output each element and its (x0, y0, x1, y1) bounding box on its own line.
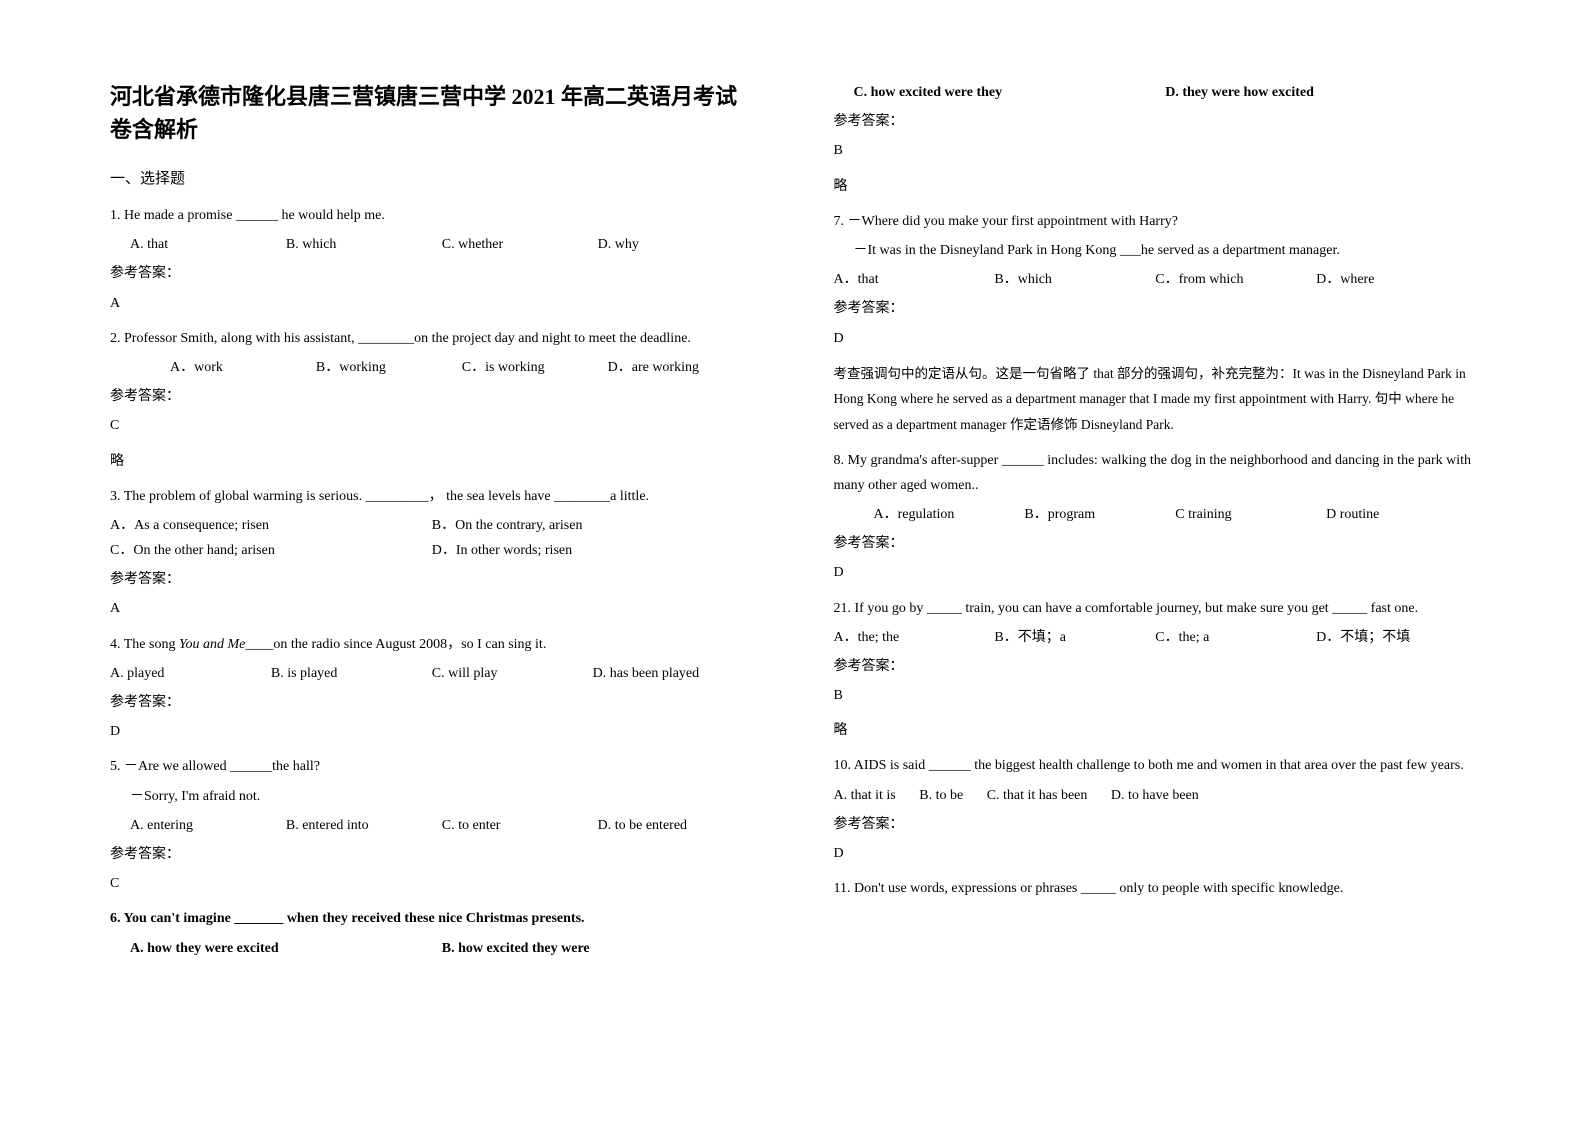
q8-answer: D (834, 560, 1478, 585)
q4-options: A. played B. is played C. will play D. h… (110, 661, 754, 686)
q1-options: A. that B. which C. whether D. why (130, 232, 754, 257)
q1-opt-b: B. which (286, 232, 442, 257)
q3-opt-a: A．As a consequence; risen (110, 513, 432, 538)
q9-opt-b: B．不填；a (994, 625, 1155, 650)
q2-answer: C (110, 413, 754, 438)
question-6: 6. You can't imagine _______ when they r… (110, 906, 754, 931)
question-7-line2: －It was in the Disneyland Park in Hong K… (854, 238, 1478, 263)
q9-opt-d: D．不填；不填 (1316, 625, 1477, 650)
q4-opt-b: B. is played (271, 661, 432, 686)
q4-post: ____on the radio since August 2008，so I … (245, 637, 546, 652)
q6-options-row2: C. how excited were they D. they were ho… (854, 80, 1478, 105)
q7-opt-d: D．where (1316, 267, 1477, 292)
q8-opt-a: A．regulation (874, 502, 1025, 527)
q6-opt-b: B. how excited they were (442, 936, 754, 961)
q2-note: 略 (110, 449, 754, 474)
q1-opt-d: D. why (598, 232, 754, 257)
answer-label: 参考答案： (834, 812, 1478, 837)
q1-opt-c: C. whether (442, 232, 598, 257)
exam-page: 河北省承德市隆化县唐三营镇唐三营中学 2021 年高二英语月考试卷含解析 一、选… (0, 0, 1587, 1122)
q6-opt-d: D. they were how excited (1165, 80, 1477, 105)
q10-opt-a: A. that it is (834, 788, 896, 803)
answer-label: 参考答案： (110, 567, 754, 592)
q9-opt-c: C．the; a (1155, 625, 1316, 650)
q10-opt-c: C. that it has been (987, 788, 1088, 803)
question-5-line2: －Sorry, I'm afraid not. (130, 784, 754, 809)
q10-options: A. that it is B. to be C. that it has be… (834, 783, 1478, 808)
q2-options: A．work B．working C．is working D．are work… (170, 355, 754, 380)
q6-note: 略 (834, 174, 1478, 199)
q2-opt-d: D．are working (608, 355, 754, 380)
q3-opt-b: B．On the contrary, arisen (432, 513, 754, 538)
q4-pre: 4. The song (110, 637, 179, 652)
q8-opt-d: D routine (1326, 502, 1477, 527)
q7-opt-a: A．that (834, 267, 995, 292)
q9-answer: B (834, 683, 1478, 708)
question-10: 10. AIDS is said ______ the biggest heal… (834, 753, 1478, 778)
q4-italic: You and Me (179, 637, 245, 652)
answer-label: 参考答案： (834, 531, 1478, 556)
q6-opt-a: A. how they were excited (130, 936, 442, 961)
q3-answer: A (110, 596, 754, 621)
question-11: 11. Don't use words, expressions or phra… (834, 876, 1478, 901)
q9-opt-a: A．the; the (834, 625, 995, 650)
right-column: C. how excited were they D. they were ho… (794, 80, 1498, 1082)
q8-opt-b: B．program (1024, 502, 1175, 527)
q10-opt-d: D. to have been (1111, 788, 1199, 803)
q9-options: A．the; the B．不填；a C．the; a D．不填；不填 (834, 625, 1478, 650)
left-column: 河北省承德市隆化县唐三营镇唐三营中学 2021 年高二英语月考试卷含解析 一、选… (90, 80, 794, 1082)
answer-label: 参考答案： (834, 296, 1478, 321)
q5-opt-a: A. entering (130, 813, 286, 838)
q1-opt-a: A. that (130, 232, 286, 257)
q1-answer: A (110, 291, 754, 316)
q4-opt-d: D. has been played (593, 661, 754, 686)
q8-opt-c: C training (1175, 502, 1326, 527)
q3-options-row2: C．On the other hand; arisen D．In other w… (110, 538, 754, 563)
q9-note: 略 (834, 718, 1478, 743)
q8-options: A．regulation B．program C training D rout… (874, 502, 1478, 527)
q4-answer: D (110, 719, 754, 744)
q10-answer: D (834, 841, 1478, 866)
q4-opt-a: A. played (110, 661, 271, 686)
q7-opt-b: B．which (994, 267, 1155, 292)
q6-opt-c: C. how excited were they (854, 80, 1166, 105)
answer-label: 参考答案： (110, 261, 754, 286)
exam-title: 河北省承德市隆化县唐三营镇唐三营中学 2021 年高二英语月考试卷含解析 (110, 80, 754, 146)
question-8: 8. My grandma's after-supper ______ incl… (834, 448, 1478, 498)
q5-opt-d: D. to be entered (598, 813, 754, 838)
q7-opt-c: C．from which (1155, 267, 1316, 292)
question-1: 1. He made a promise ______ he would hel… (110, 203, 754, 228)
answer-label: 参考答案： (110, 690, 754, 715)
q6-options-row1: A. how they were excited B. how excited … (130, 936, 754, 961)
q5-answer: C (110, 871, 754, 896)
question-4: 4. The song You and Me____on the radio s… (110, 632, 754, 657)
question-9: 21. If you go by _____ train, you can ha… (834, 596, 1478, 621)
q6-answer: B (834, 138, 1478, 163)
q3-options-row1: A．As a consequence; risen B．On the contr… (110, 513, 754, 538)
answer-label: 参考答案： (110, 384, 754, 409)
q3-opt-c: C．On the other hand; arisen (110, 538, 432, 563)
answer-label: 参考答案： (834, 654, 1478, 679)
q5-options: A. entering B. entered into C. to enter … (130, 813, 754, 838)
q5-opt-b: B. entered into (286, 813, 442, 838)
q7-explain: 考查强调句中的定语从句。这是一句省略了 that 部分的强调句，补充完整为：It… (834, 361, 1478, 438)
answer-label: 参考答案： (110, 842, 754, 867)
section-heading: 一、选择题 (110, 166, 754, 193)
q7-options: A．that B．which C．from which D．where (834, 267, 1478, 292)
q2-opt-c: C．is working (462, 355, 608, 380)
q4-opt-c: C. will play (432, 661, 593, 686)
q2-opt-a: A．work (170, 355, 316, 380)
q10-opt-b: B. to be (919, 788, 963, 803)
q7-answer: D (834, 326, 1478, 351)
question-5: 5. －Are we allowed ______the hall? (110, 754, 754, 779)
q2-opt-b: B．working (316, 355, 462, 380)
q5-opt-c: C. to enter (442, 813, 598, 838)
answer-label: 参考答案： (834, 109, 1478, 134)
q3-opt-d: D．In other words; risen (432, 538, 754, 563)
question-2: 2. Professor Smith, along with his assis… (110, 326, 754, 351)
question-3: 3. The problem of global warming is seri… (110, 484, 754, 509)
question-7: 7. －Where did you make your first appoin… (834, 209, 1478, 234)
